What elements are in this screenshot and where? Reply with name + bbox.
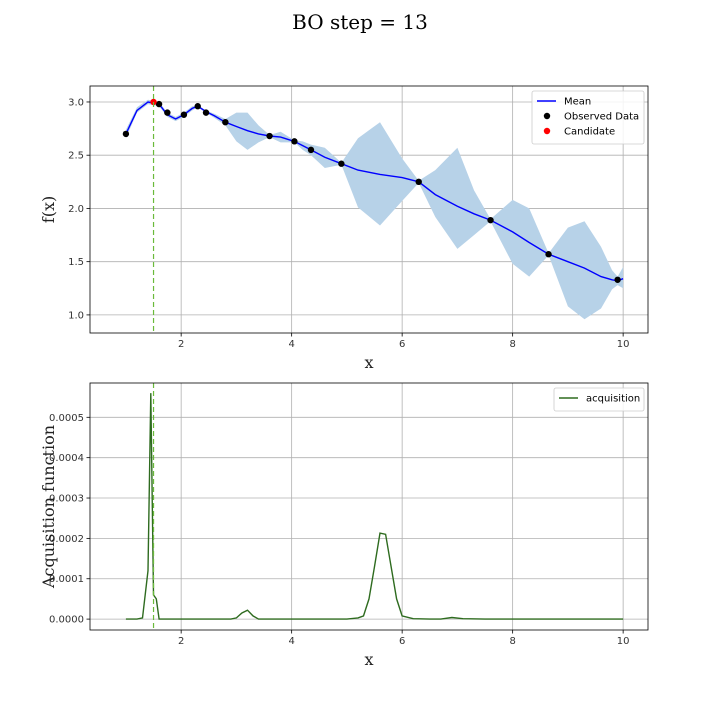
observed-point bbox=[415, 178, 422, 186]
x-axis-label: x bbox=[364, 353, 373, 372]
legend-label: Candidate bbox=[564, 127, 615, 138]
x-axis-label: x bbox=[364, 650, 373, 669]
observed-point bbox=[202, 109, 210, 116]
candidate-point bbox=[150, 98, 157, 106]
y-tick-label: 1.5 bbox=[68, 257, 84, 268]
observed-point bbox=[122, 130, 130, 138]
y-tick-label: 0.0001 bbox=[49, 574, 84, 585]
observed-point bbox=[180, 111, 188, 118]
x-tick-label: 6 bbox=[399, 636, 405, 647]
axes-frame bbox=[89, 85, 649, 334]
legend-candidate-swatch bbox=[543, 127, 551, 135]
y-tick-label: 0.0002 bbox=[49, 534, 84, 545]
x-tick-label: 8 bbox=[509, 636, 515, 647]
observed-point bbox=[338, 160, 345, 167]
y-tick-label: 0.0005 bbox=[49, 413, 84, 424]
y-tick-label: 0.0003 bbox=[49, 494, 84, 505]
y-axis-label: Acquisition function bbox=[39, 425, 58, 589]
observed-point bbox=[155, 100, 163, 108]
x-tick-label: 2 bbox=[178, 636, 184, 647]
y-tick-label: 0.0004 bbox=[49, 453, 84, 464]
x-tick-label: 4 bbox=[288, 636, 294, 647]
legend-observed-swatch bbox=[543, 112, 551, 120]
y-axis-label: f(x) bbox=[39, 196, 58, 223]
observed-point bbox=[291, 138, 298, 145]
x-tick-label: 4 bbox=[288, 339, 294, 350]
legend: Mean Observed Data Candidate bbox=[531, 90, 645, 145]
acquisition-line bbox=[125, 393, 624, 620]
observed-point bbox=[307, 146, 315, 154]
observed-point bbox=[222, 118, 229, 126]
y-tick-label: 1.0 bbox=[68, 310, 84, 321]
x-tick-label: 10 bbox=[617, 339, 630, 350]
legend-label: Mean bbox=[564, 97, 591, 108]
legend-box bbox=[531, 90, 645, 145]
top-panel: 2 4 6 8 10 1.0 1.5 2.0 2.5 3.0 x f(x) Mean Observed D… bbox=[39, 85, 649, 372]
y-tick-label: 0.0000 bbox=[49, 615, 84, 626]
plot-area bbox=[122, 98, 624, 320]
observed-point bbox=[194, 103, 201, 110]
legend-box bbox=[553, 387, 645, 412]
observed-point bbox=[164, 109, 171, 116]
observed-point bbox=[266, 132, 273, 140]
y-tick-label: 2.0 bbox=[68, 204, 84, 215]
x-tick-label: 10 bbox=[617, 636, 630, 647]
y-tick-label: 3.0 bbox=[68, 97, 84, 108]
observed-point bbox=[614, 276, 621, 283]
y-tick-label: 2.5 bbox=[68, 151, 84, 162]
legend-label: Observed Data bbox=[564, 112, 639, 123]
observed-point bbox=[487, 216, 494, 224]
plot-area bbox=[125, 393, 624, 620]
x-tick-label: 6 bbox=[399, 339, 405, 350]
axes-frame bbox=[89, 382, 649, 631]
legend: acquisition bbox=[553, 387, 645, 412]
bottom-panel: 2 4 6 8 10 0.0000 0.0001 0.0002 0.0003 0.0004 0.00… bbox=[39, 382, 649, 669]
x-tick-label: 8 bbox=[509, 339, 515, 350]
figure-title: BO step = 13 bbox=[292, 10, 428, 34]
observed-point bbox=[545, 251, 552, 258]
legend-label: acquisition bbox=[586, 394, 640, 405]
confidence-band bbox=[125, 99, 624, 320]
x-tick-label: 2 bbox=[178, 339, 184, 350]
